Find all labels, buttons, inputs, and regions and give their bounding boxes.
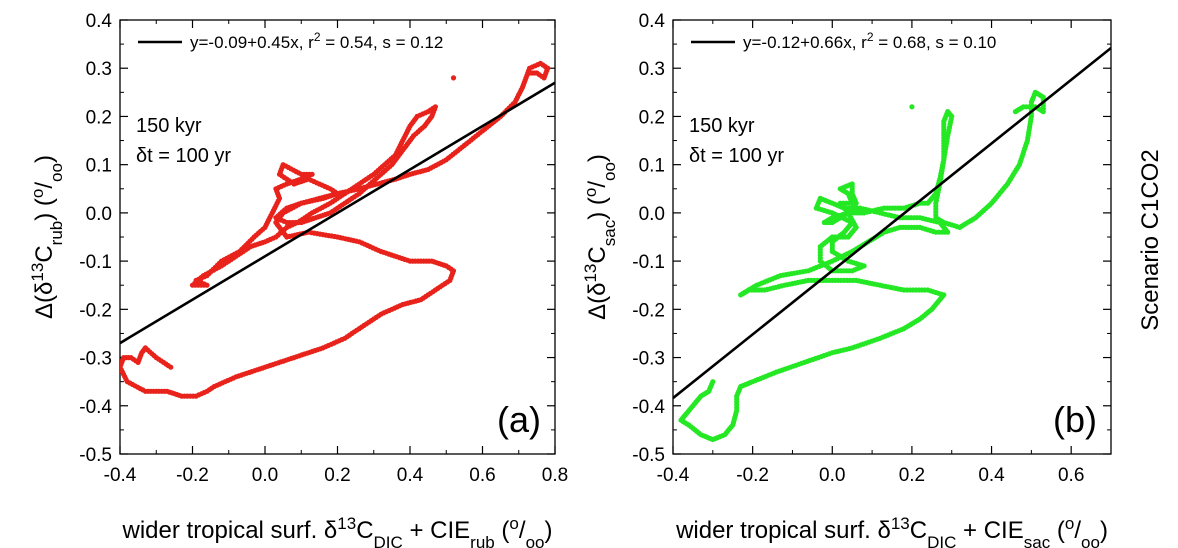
y-tick-label: -0.5 <box>632 445 665 466</box>
y-tick-label: -0.4 <box>632 397 665 418</box>
y-tick-label: 0.4 <box>639 11 666 32</box>
x-tick-label: 0.2 <box>324 465 350 486</box>
x-axis-label: wider tropical surf. δ13CDIC + CIErub (o… <box>122 514 553 548</box>
panel-label: (b) <box>1053 399 1097 440</box>
x-axis-label: wider tropical surf. δ13CDIC + CIEsac (o… <box>675 514 1108 548</box>
annotation-text: δt = 100 yr <box>689 145 784 167</box>
plot-area <box>673 46 1111 443</box>
x-tick-label: 0.0 <box>819 465 845 486</box>
x-tick-label: 0.8 <box>542 465 568 486</box>
x-tick-label: 0.6 <box>1058 465 1084 486</box>
panel-a: -0.4 -0.2 0.0 0.2 0.4 0.6 0.8-0.5-0.4-0.3-0.2-… <box>28 11 569 548</box>
x-tick-label: 0.0 <box>252 465 278 486</box>
data-point <box>1012 109 1019 115</box>
x-tick-label: 0.4 <box>978 465 1005 486</box>
y-tick-label: 0.1 <box>639 156 665 177</box>
x-tick-label: 0.4 <box>397 465 424 486</box>
outlier-point <box>450 75 457 81</box>
regression-line <box>120 81 555 345</box>
x-tick-label: 0.2 <box>899 465 925 486</box>
panel-label: (a) <box>497 399 541 440</box>
y-axis-label: Δ(δ13Csac) (o/oo) <box>581 154 619 320</box>
x-tick-label: -0.2 <box>176 465 209 486</box>
panel-b: -0.4 -0.2 0.0 0.2 0.4 0.6-0.5-0.4-0.3-0.2-0.1… <box>581 11 1112 548</box>
y-tick-label: 0.2 <box>639 107 665 128</box>
plot-area <box>120 60 555 399</box>
y-tick-label: -0.3 <box>632 349 665 370</box>
y-axis-label: Δ(δ13Crub) (o/oo) <box>28 155 66 319</box>
x-tick-label: -0.4 <box>657 465 690 486</box>
x-tick-label: -0.2 <box>736 465 769 486</box>
y-tick-label: 0.3 <box>639 59 665 80</box>
regression-line <box>673 46 1111 400</box>
annotation-text: 150 kyr <box>136 115 202 137</box>
y-tick-label: 0.3 <box>86 59 112 80</box>
y-tick-label: 0.0 <box>639 204 665 225</box>
y-tick-label: -0.4 <box>79 397 112 418</box>
x-tick-label: 0.6 <box>469 465 495 486</box>
annotation-text: δt = 100 yr <box>136 145 231 167</box>
y-tick-label: -0.2 <box>632 300 665 321</box>
y-tick-label: -0.1 <box>79 252 112 273</box>
annotation-text: 150 kyr <box>689 115 755 137</box>
scenario-label: Scenario C1CO2 <box>1137 149 1164 330</box>
y-tick-label: 0.2 <box>86 107 112 128</box>
y-tick-label: 0.1 <box>86 156 112 177</box>
y-tick-label: -0.3 <box>79 349 112 370</box>
data-point <box>527 70 533 76</box>
legend-label: y=-0.09+0.45x, r2 = 0.54, s = 0.12 <box>190 30 443 52</box>
y-tick-label: 0.0 <box>86 204 112 225</box>
y-tick-label: 0.4 <box>86 11 113 32</box>
y-tick-label: -0.5 <box>79 445 112 466</box>
outlier-point <box>909 104 915 110</box>
y-tick-label: -0.1 <box>632 252 665 273</box>
y-tick-label: -0.2 <box>79 300 112 321</box>
legend-label: y=-0.12+0.66x, r2 = 0.68, s = 0.10 <box>743 30 996 52</box>
data-points <box>120 60 551 399</box>
x-tick-label: -0.4 <box>104 465 137 486</box>
